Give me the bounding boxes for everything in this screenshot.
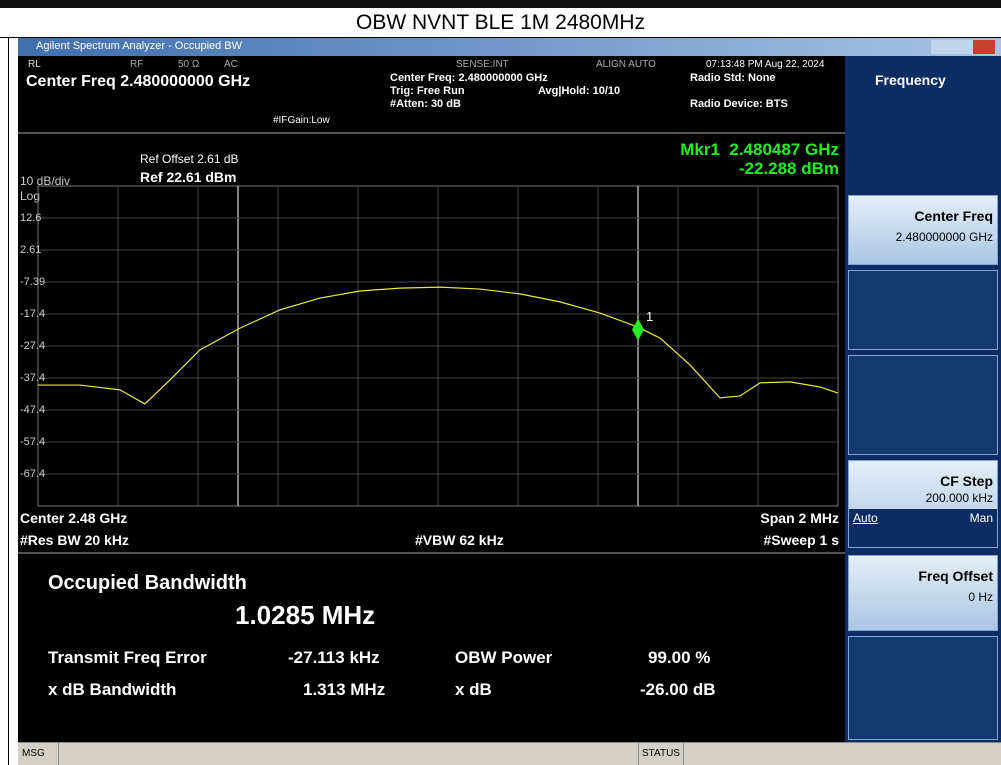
res-bw: #Res BW 20 kHz [20,532,129,548]
center: Center 2.48 GHz [20,510,128,526]
y-tick-label: 12.6 [20,212,41,224]
border [8,38,9,765]
window-title: Agilent Spectrum Analyzer - Occupied BW [36,40,243,52]
rl: RL [28,59,41,70]
center-freq-2: Center Freq: 2.480000000 GHz [390,72,548,84]
result-label: Transmit Freq Error [48,648,207,667]
marker [632,318,644,341]
log: Log [20,189,41,203]
result-label: x dB Bandwidth [48,680,177,699]
trig: Trig: Free Run [390,85,465,97]
ref-level: Ref 22.61 dBm [140,169,237,185]
softkey-freq-offset[interactable]: Freq Offset 0 Hz [848,555,998,631]
center-freq: Center Freq 2.480000000 GHz [26,73,251,90]
softkey-label: Freq Offset [918,568,993,584]
marker-label: Mkr1 [680,140,720,159]
marker-number: 1 [646,309,653,324]
rf: RF [130,59,144,70]
y-tick-label: -27.4 [20,340,45,352]
span: Span 2 MHz [760,510,839,526]
softkey-value: 2.480000000 GHz [895,230,993,244]
marker-freq: 2.480487 GHz [729,140,839,159]
top-bar [0,0,1001,8]
y-tick-label: -67.4 [20,468,45,480]
y-tick-label: -57.4 [20,436,45,448]
separator [683,743,684,765]
page-title: OBW NVNT BLE 1M 2480MHz [0,8,1001,38]
softkey-blank[interactable] [848,270,998,350]
menu-title: Frequency [875,72,946,88]
softkey-label: CF Step [940,473,993,489]
softkey-value: 200.000 kHz [925,491,993,505]
atten: #Atten: 30 dB [390,98,461,110]
softkey-blank[interactable] [848,636,998,740]
status-bar: MSG STATUS [18,742,1001,765]
impedance: 50 Ω [178,59,200,70]
result-value: 1.313 MHz [303,680,386,699]
result-value: -26.00 dB [640,680,716,699]
results-heading: Occupied Bandwidth [48,572,247,594]
window-titlebar: Agilent Spectrum Analyzer - Occupied BW [18,38,1001,56]
plot-panel: Ref Offset 2.61 dB Ref 22.61 dBm 10 dB/d… [18,132,845,552]
auto-option[interactable]: Auto [853,511,878,525]
radio-std: Radio Std: None [690,72,776,84]
result-label: OBW Power [455,648,553,667]
y-tick-label: -37.4 [20,372,45,384]
time: 07:13:48 PM Aug 22, 2024 [706,59,825,70]
obw-value: 1.0285 MHz [235,600,376,630]
softkey-value: 0 Hz [968,590,993,604]
sweep: #Sweep 1 s [763,532,840,548]
softkey-blank[interactable] [848,355,998,455]
align: ALIGN AUTO [596,59,656,70]
marker-value: -22.288 dBm [738,159,839,178]
sense: SENSE:INT [456,59,509,70]
y-tick-label: -47.4 [20,404,45,416]
avg: Avg|Hold: 10/10 [538,85,621,97]
separator [58,743,59,765]
radio-device: Radio Device: BTS [690,98,788,110]
status: STATUS [642,748,680,759]
msg: MSG [22,748,45,759]
result-value: 99.00 % [648,648,711,667]
y-tick-label: 2.61 [20,244,41,256]
result-label: x dB [455,680,492,699]
coupling: AC [224,59,238,70]
window-buttons[interactable] [931,40,995,54]
scale: 10 dB/div [20,174,71,188]
marker-readout: Mkr1 2.480487 GHz [680,140,839,160]
ref-offset: Ref Offset 2.61 dB [140,152,239,166]
result-value: -27.113 kHz [288,648,380,667]
softkey-label: Center Freq [914,208,993,224]
trace [38,286,839,405]
separator [638,743,639,765]
results: Occupied Bandwidth 1.0285 MHz Transmit F… [18,552,845,742]
softkey-cf-step[interactable]: CF Step 200.000 kHz Auto Man [848,460,998,548]
ifgain: #IFGain:Low [273,115,330,126]
man-option[interactable]: Man [969,511,993,525]
y-tick-label: -7.39 [20,276,45,288]
header: RL RF 50 Ω AC SENSE:INT ALIGN AUTO 07:13… [18,56,845,132]
vbw: #VBW 62 kHz [415,532,504,548]
y-tick-label: -17.4 [20,308,45,320]
softkey-center-freq[interactable]: Center Freq 2.480000000 GHz [848,195,998,265]
